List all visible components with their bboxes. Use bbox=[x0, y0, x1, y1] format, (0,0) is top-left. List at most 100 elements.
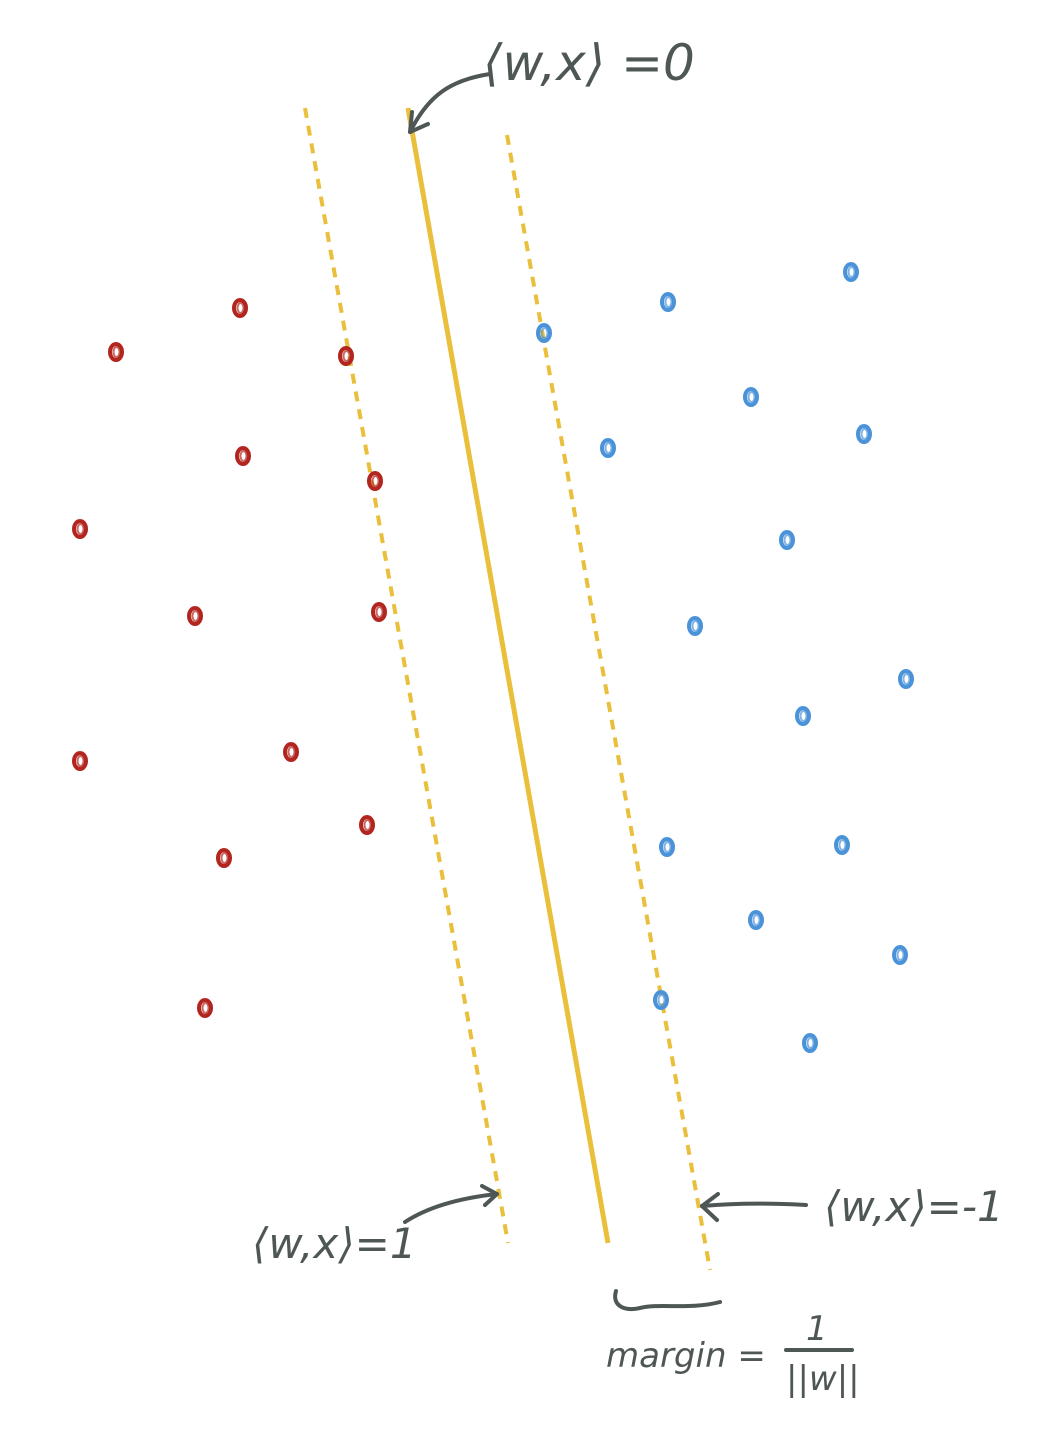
blue-point-inner bbox=[752, 914, 761, 926]
red-point-inner bbox=[76, 755, 85, 767]
red-point-outline bbox=[187, 606, 203, 626]
blue-point-outline bbox=[898, 669, 914, 689]
red-point-13 bbox=[197, 998, 213, 1018]
blue-point-inner bbox=[896, 949, 905, 961]
blue-point-outline bbox=[802, 1033, 818, 1053]
blue-point-4 bbox=[743, 387, 759, 407]
red-point-inner bbox=[371, 475, 380, 487]
blue-point-inner bbox=[663, 841, 672, 853]
red-point-inner bbox=[287, 746, 296, 758]
blue-point-inner bbox=[783, 534, 792, 546]
red-point-inner bbox=[342, 350, 351, 362]
blue-point-10 bbox=[795, 706, 811, 726]
negative-arrow-icon bbox=[700, 1201, 808, 1208]
blue-point-outline bbox=[687, 616, 703, 636]
blue-point-13 bbox=[748, 910, 764, 930]
red-point-inner bbox=[112, 346, 121, 358]
decision-arrowhead-icon bbox=[408, 110, 430, 134]
red-point-inner bbox=[239, 450, 248, 462]
red-point-inner bbox=[201, 1002, 210, 1014]
margin-numerator: 1 bbox=[806, 1309, 828, 1349]
positive-margin-label: ⟨w,x⟩=1 bbox=[252, 1219, 417, 1268]
blue-point-outline bbox=[659, 837, 675, 857]
red-point-outline bbox=[367, 471, 383, 491]
red-point-outline bbox=[359, 815, 375, 835]
red-point-11 bbox=[359, 815, 375, 835]
blue-point-inner bbox=[860, 428, 869, 440]
blue-point-9 bbox=[898, 669, 914, 689]
negative-margin-label: ⟨w,x⟩=-1 bbox=[824, 1182, 1004, 1231]
blue-point-outline bbox=[795, 706, 811, 726]
blue-point-7 bbox=[779, 530, 795, 550]
blue-point-inner bbox=[664, 296, 673, 308]
blue-point-inner bbox=[799, 710, 808, 722]
blue-point-16 bbox=[802, 1033, 818, 1053]
red-point-8 bbox=[371, 602, 387, 622]
positive-class-points bbox=[72, 298, 387, 1018]
red-point-3 bbox=[338, 346, 354, 366]
red-point-outline bbox=[232, 298, 248, 318]
blue-point-outline bbox=[834, 835, 850, 855]
red-point-10 bbox=[283, 742, 299, 762]
blue-point-8 bbox=[687, 616, 703, 636]
blue-point-12 bbox=[834, 835, 850, 855]
blue-point-inner bbox=[540, 327, 549, 339]
decision-boundary-line bbox=[405, 107, 611, 1244]
blue-point-inner bbox=[747, 391, 756, 403]
red-point-5 bbox=[367, 471, 383, 491]
red-point-inner bbox=[220, 852, 229, 864]
red-point-inner bbox=[363, 819, 372, 831]
negative-arrowhead-icon bbox=[700, 1192, 720, 1222]
positive-arrow-icon bbox=[403, 1192, 499, 1224]
red-point-1 bbox=[232, 298, 248, 318]
red-point-outline bbox=[108, 342, 124, 362]
blue-point-outline bbox=[536, 323, 552, 343]
blue-point-6 bbox=[856, 424, 872, 444]
blue-point-outline bbox=[600, 438, 616, 458]
red-point-7 bbox=[187, 606, 203, 626]
red-point-6 bbox=[72, 519, 88, 539]
negative-class-points bbox=[536, 262, 914, 1053]
blue-point-inner bbox=[806, 1037, 815, 1049]
blue-point-outline bbox=[653, 990, 669, 1010]
red-point-outline bbox=[338, 346, 354, 366]
blue-point-14 bbox=[892, 945, 908, 965]
blue-point-inner bbox=[604, 442, 613, 454]
red-point-inner bbox=[236, 302, 245, 314]
red-point-inner bbox=[191, 610, 200, 622]
blue-point-inner bbox=[838, 839, 847, 851]
blue-point-11 bbox=[659, 837, 675, 857]
positive-arrowhead-icon bbox=[480, 1184, 499, 1207]
blue-point-inner bbox=[657, 994, 666, 1006]
blue-point-inner bbox=[691, 620, 700, 632]
blue-point-outline bbox=[779, 530, 795, 550]
margin-brace-icon bbox=[613, 1289, 722, 1311]
positive-margin-line bbox=[303, 107, 510, 1244]
blue-point-1 bbox=[843, 262, 859, 282]
red-point-inner bbox=[76, 523, 85, 535]
blue-point-15 bbox=[653, 990, 669, 1010]
blue-point-inner bbox=[847, 266, 856, 278]
red-point-12 bbox=[216, 848, 232, 868]
blue-point-outline bbox=[892, 945, 908, 965]
blue-point-outline bbox=[748, 910, 764, 930]
blue-point-outline bbox=[856, 424, 872, 444]
margin-denominator: ||w|| bbox=[786, 1359, 860, 1399]
red-point-inner bbox=[375, 606, 384, 618]
red-point-9 bbox=[72, 751, 88, 771]
blue-point-3 bbox=[536, 323, 552, 343]
red-point-outline bbox=[371, 602, 387, 622]
negative-margin-line bbox=[505, 134, 712, 1271]
red-point-outline bbox=[72, 519, 88, 539]
margin-text: margin = bbox=[606, 1336, 766, 1376]
blue-point-5 bbox=[600, 438, 616, 458]
red-point-outline bbox=[283, 742, 299, 762]
red-point-outline bbox=[72, 751, 88, 771]
decision-arrow-icon bbox=[408, 72, 492, 134]
red-point-outline bbox=[216, 848, 232, 868]
red-point-outline bbox=[197, 998, 213, 1018]
red-point-2 bbox=[108, 342, 124, 362]
blue-point-inner bbox=[902, 673, 911, 685]
blue-point-outline bbox=[743, 387, 759, 407]
